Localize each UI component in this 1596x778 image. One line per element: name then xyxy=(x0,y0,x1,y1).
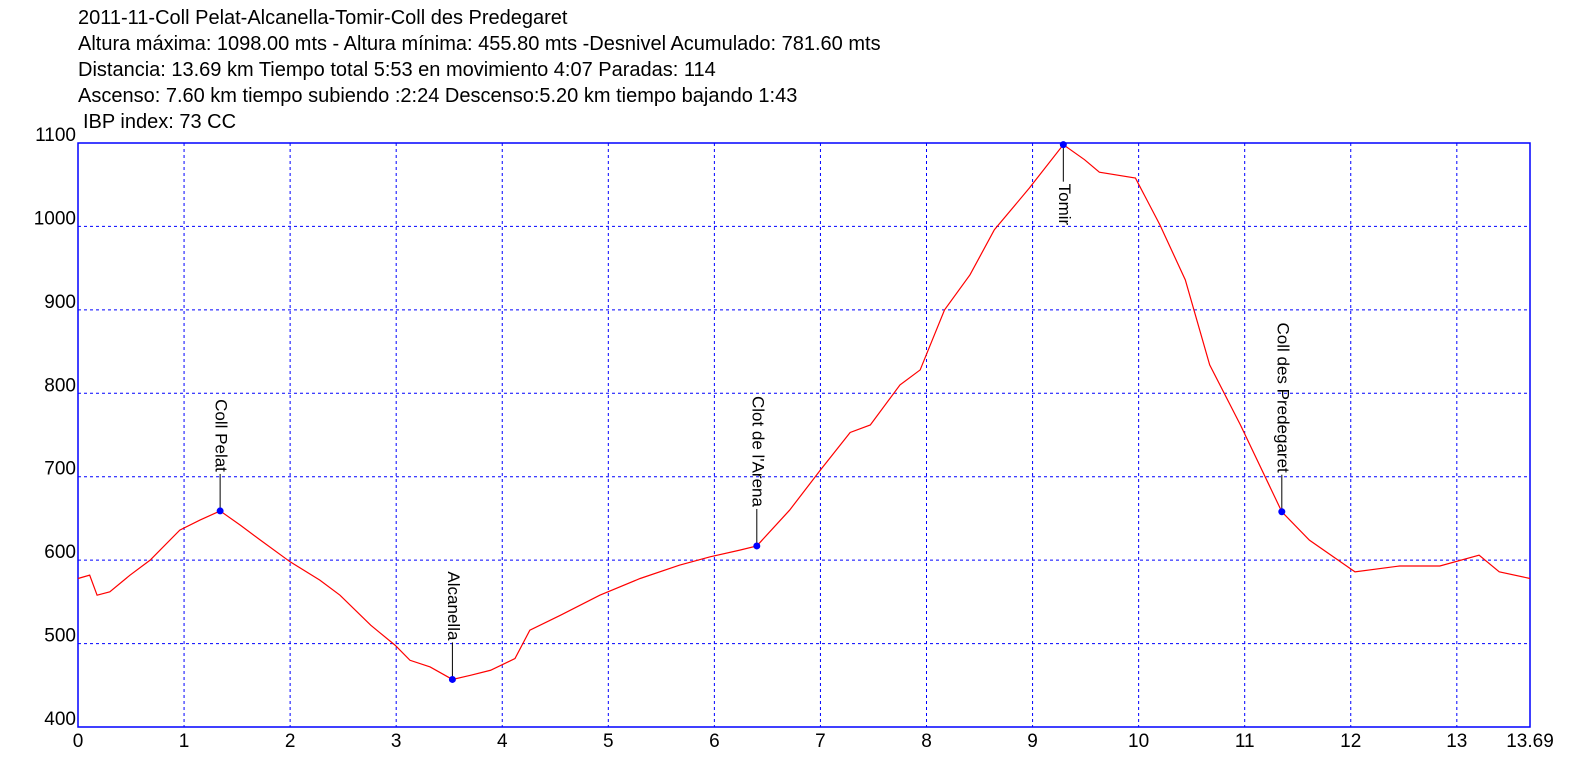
waypoint-label: Coll Pelat xyxy=(212,399,231,472)
x-tick-label: 2 xyxy=(285,731,296,752)
chart-title: 2011-11-Coll Pelat-Alcanella-Tomir-Coll … xyxy=(78,7,568,29)
waypoint-label: Alcanella xyxy=(444,571,463,641)
x-tick-label: 5 xyxy=(603,731,614,752)
y-tick-label: 900 xyxy=(44,292,76,313)
x-tick-label: 12 xyxy=(1340,731,1361,752)
waypoint-marker xyxy=(216,507,224,515)
y-tick-label: 800 xyxy=(44,375,76,396)
x-tick-label: 13.69 xyxy=(1506,731,1554,752)
y-tick-label: 400 xyxy=(44,709,76,730)
x-tick-label: 1 xyxy=(179,731,190,752)
x-tick-label: 8 xyxy=(921,731,932,752)
x-tick-label: 13 xyxy=(1446,731,1467,752)
subtitle-line: IBP index: 73 CC xyxy=(83,111,236,133)
subtitle-line: Altura máxima: 1098.00 mts - Altura míni… xyxy=(78,33,881,55)
waypoint-label: Clot de l'Arena xyxy=(748,396,767,508)
waypoint-label: Coll des Predegaret xyxy=(1273,322,1292,473)
y-tick-label: 500 xyxy=(44,626,76,647)
y-tick-label: 700 xyxy=(44,459,76,480)
y-tick-label: 1000 xyxy=(34,208,76,229)
x-tick-label: 9 xyxy=(1027,731,1038,752)
waypoint-label: Tomir xyxy=(1055,184,1074,226)
x-tick-label: 0 xyxy=(73,731,84,752)
waypoint-marker xyxy=(1059,141,1067,149)
y-tick-label: 1100 xyxy=(35,125,76,146)
x-tick-label: 3 xyxy=(391,731,402,752)
x-tick-label: 6 xyxy=(709,731,720,752)
x-tick-label: 7 xyxy=(815,731,826,752)
waypoint-marker xyxy=(448,675,456,683)
x-tick-label: 10 xyxy=(1128,731,1149,752)
subtitle-line: Distancia: 13.69 km Tiempo total 5:53 en… xyxy=(78,59,716,81)
plot-frame xyxy=(77,142,1531,728)
x-tick-label: 4 xyxy=(497,731,508,752)
elevation-line xyxy=(77,143,1531,681)
waypoint-marker xyxy=(1278,508,1286,516)
x-tick-label: 11 xyxy=(1235,731,1255,752)
subtitle-line: Ascenso: 7.60 km tiempo subiendo :2:24 D… xyxy=(78,85,797,107)
y-tick-label: 600 xyxy=(44,542,76,563)
waypoint-marker xyxy=(753,542,761,550)
